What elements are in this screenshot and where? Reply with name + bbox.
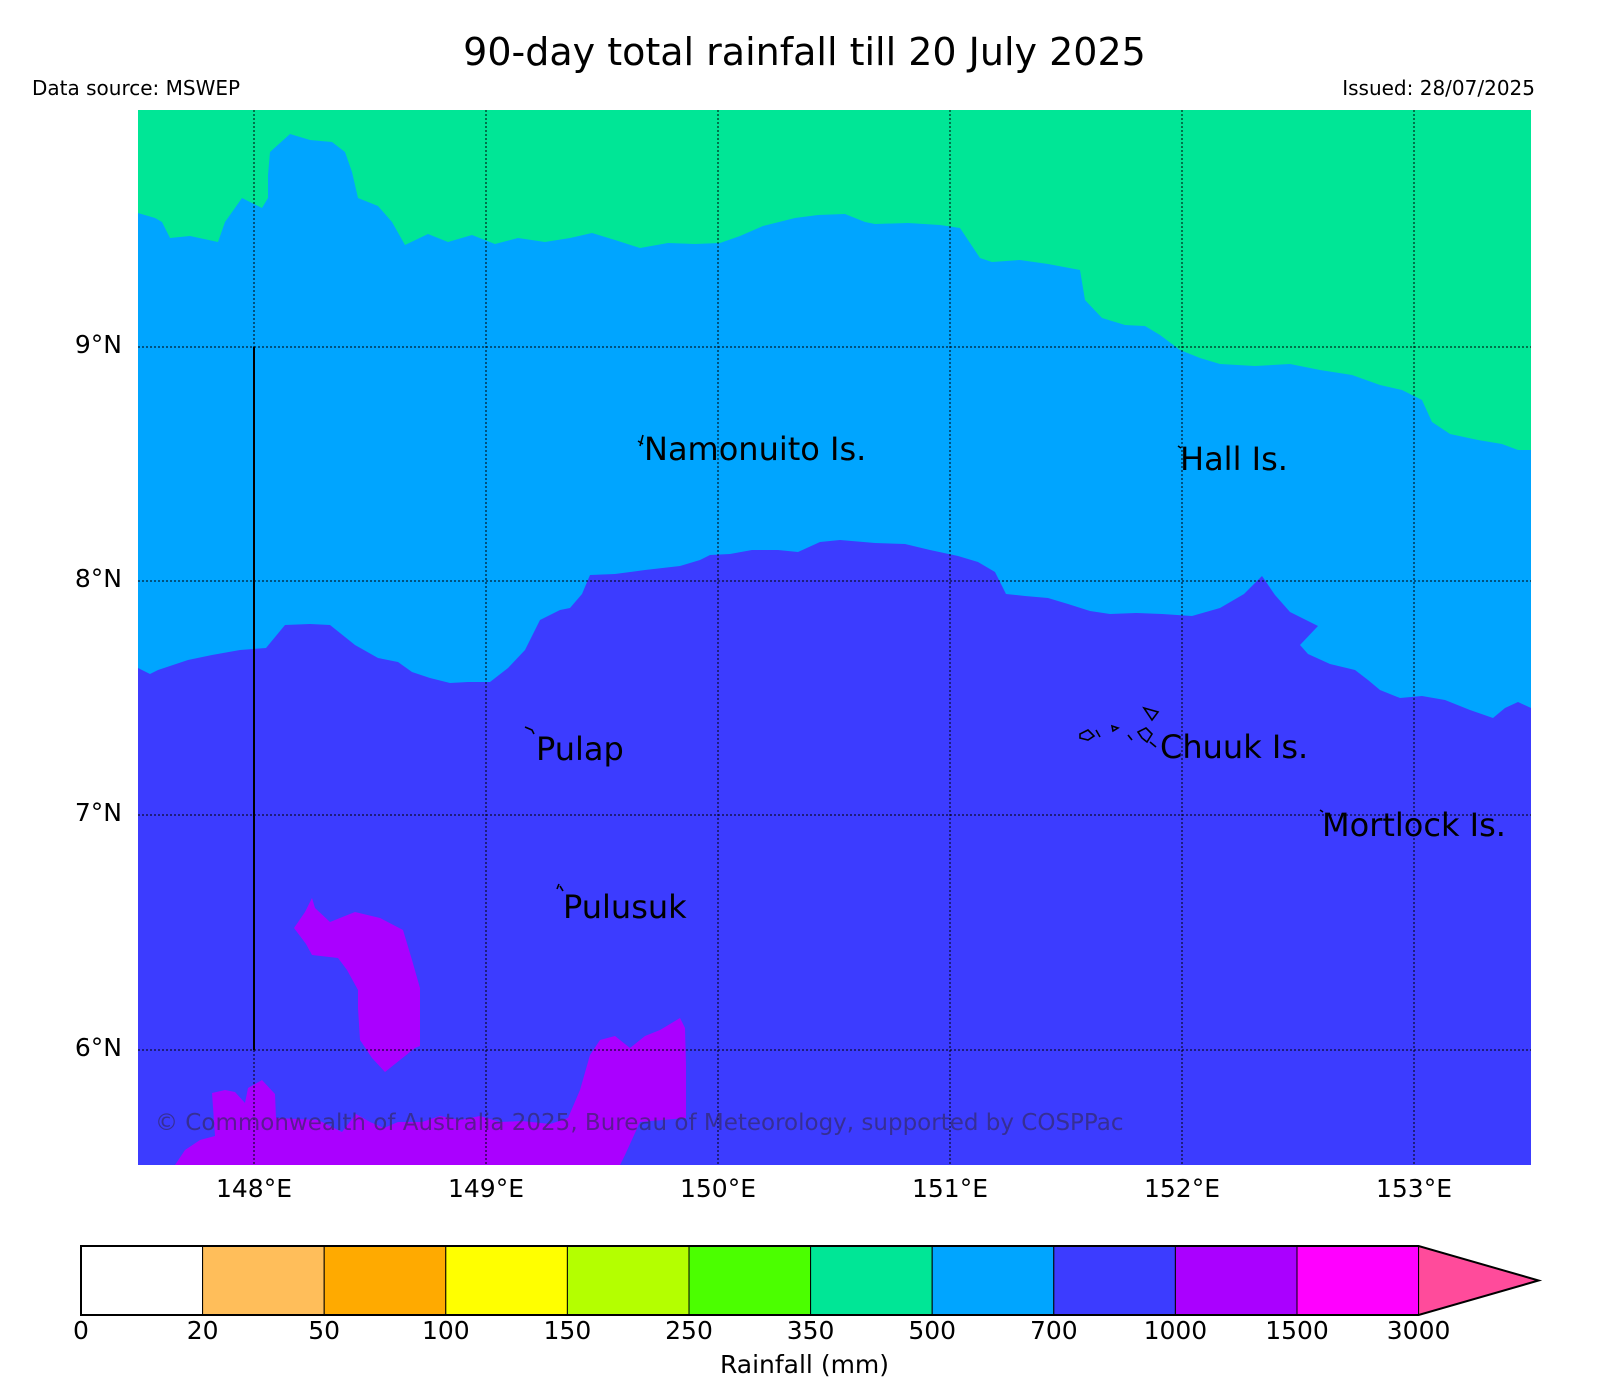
issued-date-label: Issued: 28/07/2025	[1342, 76, 1535, 100]
lon-label-149e: 149°E	[447, 1174, 524, 1203]
colorbar-tick-label: 20	[186, 1316, 219, 1345]
place-mortlock: Mortlock Is.	[1322, 806, 1506, 844]
colorbar-outline	[80, 1245, 1543, 1316]
lat-label-6n: 6°N	[74, 1033, 122, 1062]
colorbar-segment	[566, 1245, 690, 1316]
colorbar-segment	[445, 1245, 568, 1316]
lon-label-151e: 151°E	[911, 1174, 988, 1203]
island-outlines	[524, 434, 1324, 892]
colorbar-extend-arrow	[1418, 1245, 1541, 1316]
colorbar-tick-label: 1000	[1143, 1316, 1208, 1345]
place-namonuito: Namonuito Is.	[644, 430, 867, 468]
zone-700-1000	[138, 540, 1531, 1165]
colorbar-tick-label: 700	[1029, 1316, 1078, 1345]
colorbar-tick-label: 0	[73, 1316, 89, 1345]
rainfall-field	[138, 110, 1531, 1165]
lon-label-152e: 152°E	[1143, 1174, 1220, 1203]
colorbar-tick-label: 150	[543, 1316, 592, 1345]
place-pulap: Pulap	[536, 730, 624, 768]
place-hall: Hall Is.	[1180, 440, 1288, 478]
data-source-label: Data source: MSWEP	[32, 76, 241, 100]
lon-label-153e: 153°E	[1375, 1174, 1452, 1203]
colorbar-tick-label: 50	[308, 1316, 341, 1345]
colorbar-segment	[1174, 1245, 1298, 1316]
place-pulusuk: Pulusuk	[563, 888, 687, 926]
lat-label-7n: 7°N	[74, 798, 122, 827]
map-gridlines	[138, 110, 1531, 1165]
colorbar-tick-label: 100	[421, 1316, 470, 1345]
colorbar-axis-label: Rainfall (mm)	[719, 1350, 890, 1379]
lon-label-150e: 150°E	[679, 1174, 756, 1203]
place-chuuk: Chuuk Is.	[1160, 728, 1309, 766]
colorbar-tick-label: 350	[786, 1316, 835, 1345]
colorbar-segment	[1053, 1245, 1176, 1316]
lon-label-148e: 148°E	[215, 1174, 292, 1203]
colorbar-tick-label: 3000	[1386, 1316, 1451, 1345]
patch-1000-1500-north	[294, 898, 420, 1072]
colorbar-segment	[1296, 1245, 1420, 1316]
lat-label-9n: 9°N	[74, 330, 122, 359]
lat-label-8n: 8°N	[74, 564, 122, 593]
patch-1000-1500-south	[175, 1018, 686, 1165]
colorbar-segment	[323, 1245, 447, 1316]
colorbar-segment	[810, 1245, 933, 1316]
colorbar	[80, 1245, 1543, 1316]
map-title: 90-day total rainfall till 20 July 2025	[463, 30, 1146, 74]
colorbar-tick-label: 500	[908, 1316, 957, 1345]
colorbar-segment	[202, 1245, 325, 1316]
colorbar-tick-label: 250	[665, 1316, 713, 1345]
colorbar-segment	[80, 1245, 204, 1316]
copyright-notice: © Commonwealth of Australia 2025, Bureau…	[155, 1110, 1124, 1136]
colorbar-segment	[688, 1245, 812, 1316]
colorbar-segment	[931, 1245, 1055, 1316]
colorbar-tick-label: 1500	[1265, 1316, 1329, 1345]
